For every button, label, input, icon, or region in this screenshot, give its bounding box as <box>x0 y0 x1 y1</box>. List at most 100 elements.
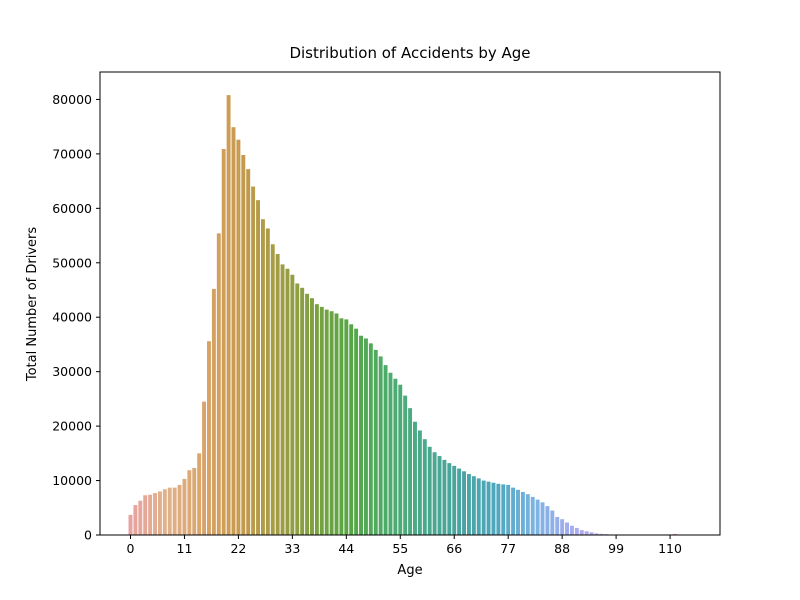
x-tick-label: 11 <box>177 541 193 556</box>
bar-age-24 <box>246 169 251 535</box>
bar-age-65 <box>447 463 452 535</box>
bar-age-88 <box>560 519 565 535</box>
x-tick-label: 44 <box>338 541 354 556</box>
y-tick-label: 0 <box>84 528 92 543</box>
bar-age-80 <box>520 491 525 535</box>
bar-age-7 <box>162 489 167 535</box>
bar-age-95 <box>594 533 599 535</box>
bar-age-52 <box>383 365 388 535</box>
bar-age-72 <box>481 480 486 535</box>
bar-age-51 <box>378 356 383 535</box>
bar-age-6 <box>157 491 162 535</box>
bar-age-92 <box>579 530 584 535</box>
bar-age-78 <box>511 487 516 535</box>
bar-age-9 <box>172 487 177 535</box>
y-tick-label: 80000 <box>52 92 92 107</box>
bar-age-35 <box>300 287 305 535</box>
y-tick-label: 20000 <box>52 419 92 434</box>
bar-age-5 <box>153 493 157 535</box>
bar-age-75 <box>496 483 501 535</box>
bar-age-64 <box>442 459 447 535</box>
bar-age-111 <box>672 533 677 535</box>
bar-age-13 <box>192 468 197 535</box>
bar-age-28 <box>265 228 270 536</box>
bar-age-1 <box>133 505 138 535</box>
x-tick-label: 66 <box>446 541 462 556</box>
bar-age-84 <box>540 502 545 535</box>
y-tick-label: 70000 <box>52 146 92 161</box>
bar-age-43 <box>339 318 344 535</box>
bar-age-86 <box>550 510 555 535</box>
bar-age-54 <box>393 378 398 535</box>
bar-age-12 <box>187 470 192 535</box>
bar-age-91 <box>574 527 579 535</box>
x-tick-label: 110 <box>658 541 682 556</box>
bar-age-53 <box>388 372 393 535</box>
bar-age-22 <box>236 139 241 536</box>
bar-age-34 <box>295 283 300 535</box>
bar-age-30 <box>275 254 280 535</box>
bar-age-71 <box>476 478 481 535</box>
bar-age-82 <box>530 496 535 535</box>
bar-age-15 <box>202 401 207 535</box>
plot-frame <box>99 71 721 536</box>
bar-age-49 <box>368 343 373 535</box>
bar-age-85 <box>545 506 550 535</box>
bar-age-60 <box>422 439 427 535</box>
bar-age-42 <box>334 313 339 535</box>
bar-age-39 <box>319 306 324 535</box>
y-tick-label: 60000 <box>52 201 92 216</box>
bar-age-38 <box>314 304 319 535</box>
y-tick-label: 10000 <box>52 473 92 488</box>
bar-age-50 <box>373 349 378 535</box>
x-tick-label: 55 <box>392 541 408 556</box>
y-tick-label: 40000 <box>52 310 92 325</box>
bar-age-4 <box>148 494 153 535</box>
y-tick-label: 50000 <box>52 255 92 270</box>
x-axis-ticks: 0 11 22 33 44 55 66 77 88 99 110 <box>127 535 682 556</box>
bar-age-21 <box>231 127 236 536</box>
x-tick-label: 0 <box>127 541 135 556</box>
bar-age-14 <box>197 453 202 535</box>
bar-age-56 <box>403 395 408 535</box>
bar-age-94 <box>589 532 594 535</box>
bar-age-87 <box>555 517 560 535</box>
x-tick-label: 77 <box>500 541 516 556</box>
bar-age-47 <box>359 335 363 535</box>
x-tick-label: 33 <box>284 541 300 556</box>
bar-age-11 <box>182 478 187 535</box>
bar-age-26 <box>256 200 260 536</box>
bar-age-8 <box>167 487 172 535</box>
bar-age-0 <box>128 514 133 535</box>
bar-age-76 <box>501 484 506 535</box>
bars-group <box>128 95 682 536</box>
bar-age-23 <box>241 154 246 536</box>
x-tick-label: 22 <box>230 541 246 556</box>
bar-age-44 <box>344 319 349 535</box>
bar-age-83 <box>535 499 540 535</box>
bar-age-90 <box>569 525 574 535</box>
bar-age-16 <box>207 341 211 535</box>
bar-age-46 <box>354 328 359 535</box>
bar-age-48 <box>363 338 368 535</box>
bar-age-96 <box>599 533 604 535</box>
bar-age-45 <box>349 324 354 535</box>
bar-age-31 <box>280 264 285 535</box>
y-tick-label: 30000 <box>52 364 92 379</box>
bar-age-59 <box>417 430 422 535</box>
bar-age-66 <box>452 465 457 535</box>
bar-age-73 <box>486 481 491 535</box>
x-axis-label: Age <box>397 563 422 578</box>
bar-age-74 <box>491 482 496 535</box>
bar-age-89 <box>565 522 569 535</box>
bar-age-32 <box>285 268 290 535</box>
x-tick-label: 88 <box>554 541 570 556</box>
bar-age-2 <box>138 500 143 535</box>
bar-age-67 <box>457 468 462 535</box>
y-axis-ticks: 0 10000 20000 30000 40000 50000 60000 70000 8000… <box>52 92 100 543</box>
bar-age-37 <box>310 298 314 535</box>
bar-age-63 <box>437 456 442 535</box>
bar-age-27 <box>260 219 265 535</box>
bar-age-81 <box>525 494 530 535</box>
